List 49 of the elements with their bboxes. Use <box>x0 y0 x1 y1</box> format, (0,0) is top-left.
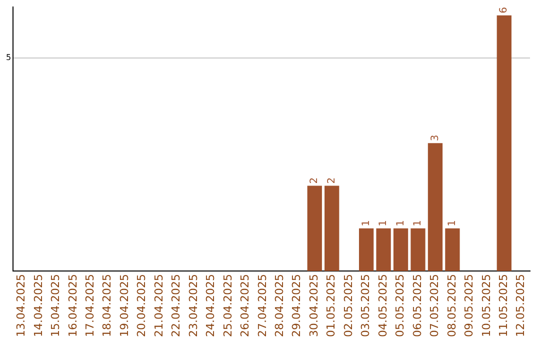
data-label: 1 <box>378 220 390 226</box>
x-tick-label: 16.04.2025 <box>66 274 80 338</box>
bar <box>428 143 443 272</box>
x-tick-label: 01.05.2025 <box>324 274 338 338</box>
x-tick-label: 09.05.2025 <box>462 274 476 338</box>
bar <box>307 186 322 272</box>
x-tick-label: 29.04.2025 <box>290 274 304 338</box>
x-tick-label: 24.04.2025 <box>204 274 218 338</box>
bar <box>445 228 460 272</box>
x-tick-label: 21.04.2025 <box>152 274 166 338</box>
data-label: 1 <box>412 220 424 226</box>
x-tick-label: 30.04.2025 <box>307 274 320 338</box>
x-tick-label: 17.04.2025 <box>83 274 96 338</box>
x-tick-label: 03.05.2025 <box>359 274 372 338</box>
x-tick-label: 25.04.2025 <box>221 274 234 338</box>
x-tick-label: 28.04.2025 <box>273 274 286 338</box>
x-tick-label: 14.04.2025 <box>32 274 45 338</box>
data-label: 3 <box>430 134 441 142</box>
x-tick-label: 22.04.2025 <box>170 274 183 338</box>
x-tick-label: 08.05.2025 <box>445 274 458 338</box>
x-tick-label: 11.05.2025 <box>497 274 510 338</box>
bar <box>358 228 374 272</box>
x-tick-label: 07.05.2025 <box>428 274 442 338</box>
data-label: 6 <box>498 6 510 14</box>
data-label: 2 <box>326 177 338 184</box>
bar <box>324 186 340 272</box>
bar <box>393 228 408 272</box>
x-tick-label: 26.04.2025 <box>238 274 252 338</box>
bar <box>496 15 512 272</box>
x-tick-label: 06.05.2025 <box>410 274 424 338</box>
x-tick-label: 15.04.2025 <box>49 274 62 338</box>
bar <box>376 228 391 272</box>
x-tick-label: 04.05.2025 <box>376 274 390 338</box>
x-tick-label: 13.04.2025 <box>14 274 28 338</box>
x-tick-label: 05.05.2025 <box>394 274 407 338</box>
data-label: 1 <box>395 220 406 226</box>
data-label: 1 <box>360 220 372 226</box>
x-tick-label: 19.04.2025 <box>118 274 131 338</box>
x-tick-label: 27.04.2025 <box>256 274 269 338</box>
x-tick-label: 12.05.2025 <box>514 274 528 338</box>
bar <box>410 228 426 272</box>
x-tick-label: 23.04.2025 <box>186 274 200 338</box>
data-label: 2 <box>309 177 320 184</box>
y-tick-label: 5 <box>6 53 12 62</box>
data-label: 1 <box>447 220 458 226</box>
x-tick-label: 10.05.2025 <box>480 274 493 338</box>
x-tick-label: 18.04.2025 <box>100 274 114 338</box>
x-tick-label: 20.04.2025 <box>135 274 148 338</box>
x-tick-label: 02.05.2025 <box>342 274 355 338</box>
